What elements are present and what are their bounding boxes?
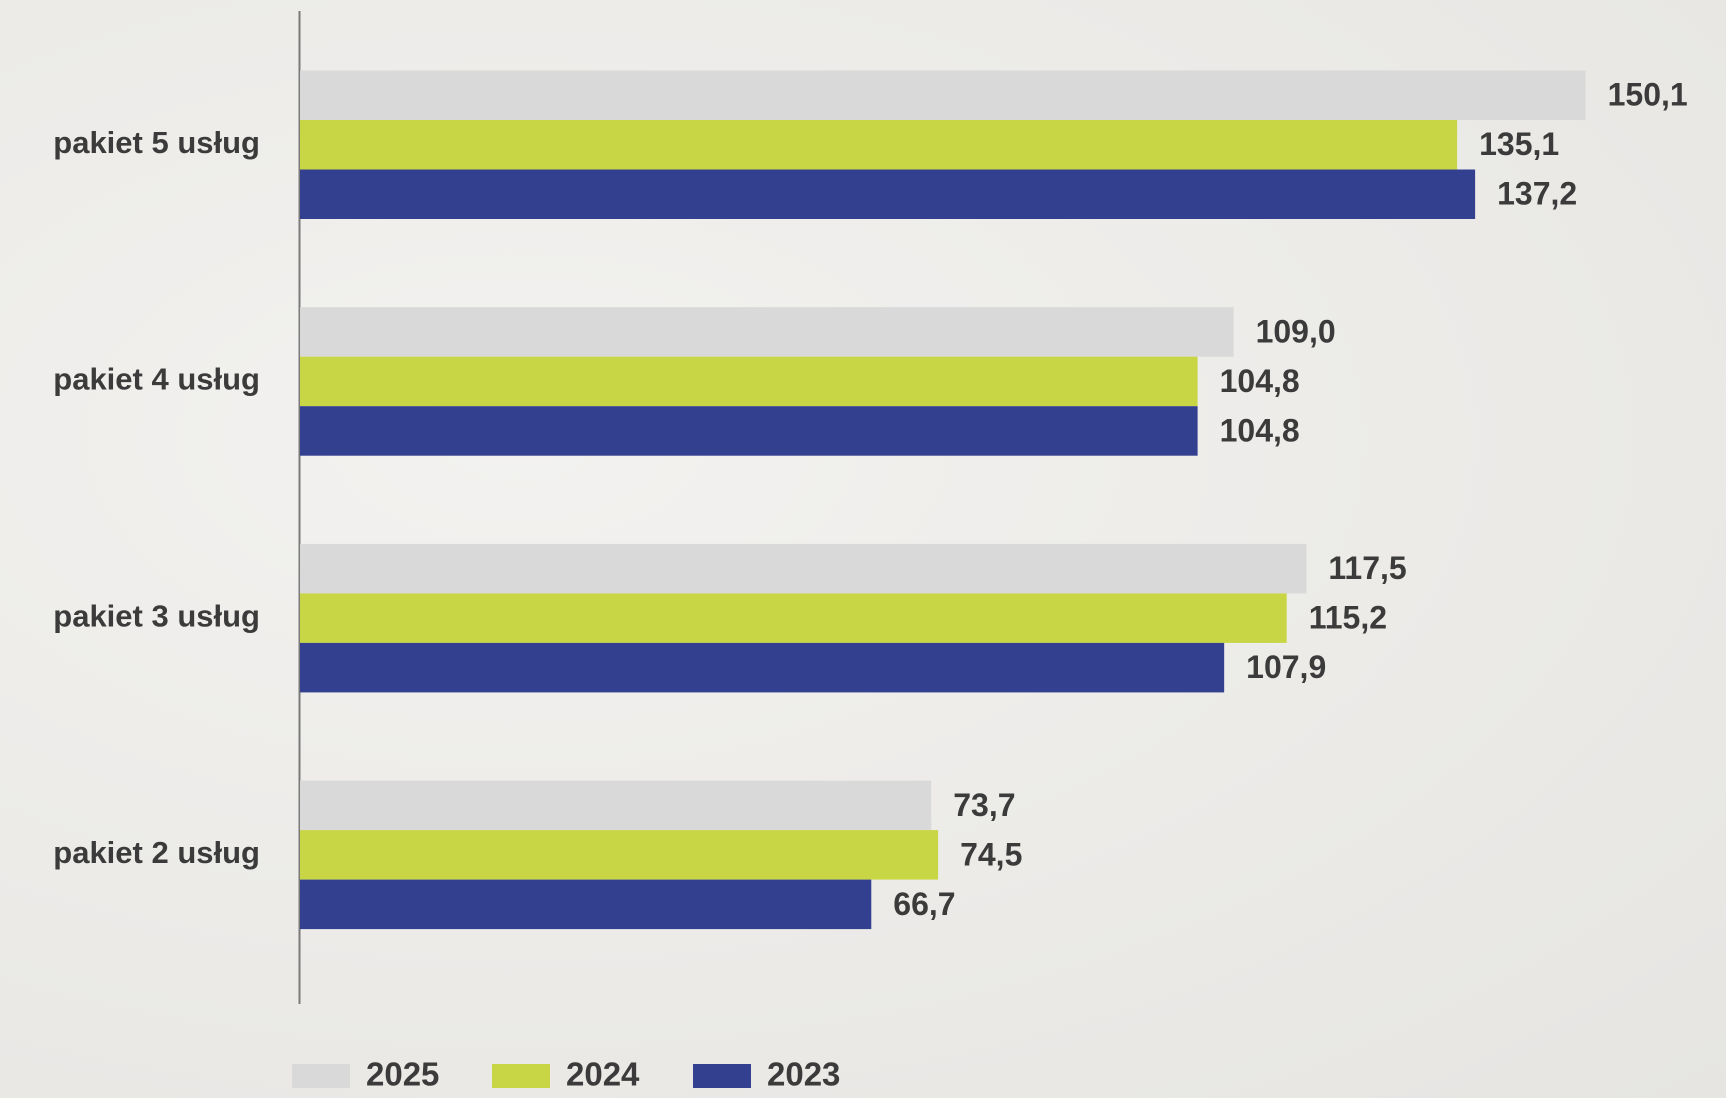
legend-swatch: [492, 1064, 550, 1088]
legend-label: 2025: [366, 1056, 439, 1093]
value-label: 107,9: [1246, 649, 1326, 685]
category-label: pakiet 2 usług: [53, 835, 260, 870]
bar: [300, 593, 1287, 643]
bar: [300, 879, 872, 930]
bar: [300, 642, 1225, 693]
legend-label: 2023: [767, 1056, 840, 1093]
bar: [300, 70, 1586, 120]
bar: [300, 543, 1307, 594]
value-label: 66,7: [893, 886, 955, 922]
value-label: 117,5: [1328, 550, 1406, 586]
value-label: 115,2: [1309, 600, 1387, 636]
bar: [300, 169, 1476, 219]
bar: [300, 830, 939, 880]
value-label: 104,8: [1220, 363, 1300, 399]
value-label: 73,7: [953, 787, 1015, 823]
value-label: 74,5: [960, 836, 1022, 872]
bar: [300, 356, 1198, 407]
value-label: 135,1: [1479, 126, 1559, 162]
legend-swatch: [693, 1064, 751, 1088]
legend-label: 2024: [566, 1056, 640, 1093]
value-label: 137,2: [1497, 176, 1577, 212]
value-label: 150,1: [1608, 77, 1688, 113]
category-label: pakiet 4 usług: [53, 362, 260, 397]
bar: [300, 307, 1234, 357]
category-label: pakiet 5 usług: [53, 125, 260, 160]
legend-swatch: [292, 1064, 350, 1088]
value-label: 109,0: [1256, 313, 1336, 349]
bar: [300, 120, 1458, 170]
value-label: 104,8: [1220, 412, 1300, 448]
category-label: pakiet 3 usług: [53, 598, 260, 633]
bar: [300, 406, 1198, 456]
bar: [300, 780, 932, 831]
